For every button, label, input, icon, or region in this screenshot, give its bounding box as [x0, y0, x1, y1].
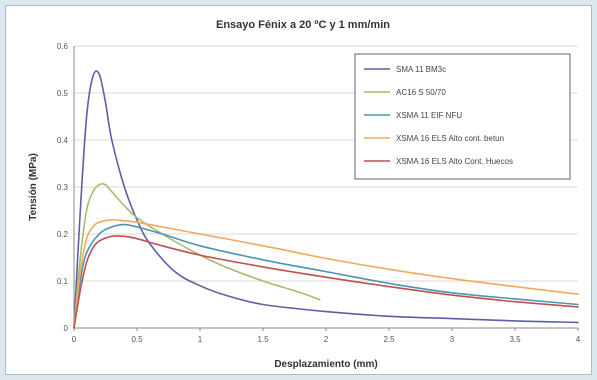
- series-line-4: [73, 219, 579, 329]
- x-tick-label: 3: [450, 335, 455, 344]
- series-line-1: [73, 70, 579, 329]
- series-lines: [73, 70, 579, 329]
- legend-box: [354, 53, 571, 180]
- legend-entry-4: XSMA 16 ELS Alto cont. betun: [396, 134, 504, 143]
- x-tick-label: 0.5: [131, 335, 143, 344]
- chart-frame: Ensayo Fénix a 20 ºC y 1 mm/min 0 0.1 0.2 0…: [5, 5, 592, 375]
- legend-entry-3: XSMA 11 EIF NFU: [396, 111, 462, 120]
- legend-entry-5: XSMA 16 ELS Alto Cont. Huecos: [396, 157, 513, 166]
- x-tick-label: 2: [324, 335, 329, 344]
- series-line-2: [73, 183, 321, 329]
- y-axis-label: Tensión (MPa): [28, 153, 39, 221]
- y-tick-label: 0: [64, 324, 69, 333]
- y-tick-label: 0.5: [57, 89, 69, 98]
- tick-labels: 0 0.1 0.2 0.3 0.4 0.5 0.6 0 0.5 1 1.5 2 2.5 3 3.5 4: [57, 42, 581, 344]
- x-tick-label: 1.5: [257, 335, 269, 344]
- x-tick-label: 4: [576, 335, 581, 344]
- x-tick-label: 3.5: [509, 335, 521, 344]
- y-tick-label: 0.1: [57, 277, 69, 286]
- x-axis-label: Desplazamiento (mm): [274, 359, 377, 370]
- x-tick-label: 1: [198, 335, 203, 344]
- y-tick-label: 0.4: [57, 136, 69, 145]
- y-tick-label: 0.2: [57, 230, 69, 239]
- legend-entry-2: AC16 S 50/70: [396, 88, 446, 97]
- legend: SMA 11 BM3c AC16 S 50/70 XSMA 11 EIF NFU XS…: [354, 53, 571, 180]
- legend-entry-1: SMA 11 BM3c: [396, 65, 446, 74]
- series-line-3: [73, 223, 579, 329]
- chart-svg: Ensayo Fénix a 20 ºC y 1 mm/min 00.10.20…: [28, 19, 581, 370]
- y-tick-label: 0.6: [57, 42, 69, 51]
- chart-title: Ensayo Fénix a 20 ºC y 1 mm/min: [216, 19, 390, 31]
- x-tick-label: 2.5: [383, 335, 395, 344]
- y-tick-label: 0.3: [57, 183, 69, 192]
- series-line-5: [73, 235, 579, 329]
- x-tick-label: 0: [72, 335, 77, 344]
- grid-lines: [74, 45, 578, 282]
